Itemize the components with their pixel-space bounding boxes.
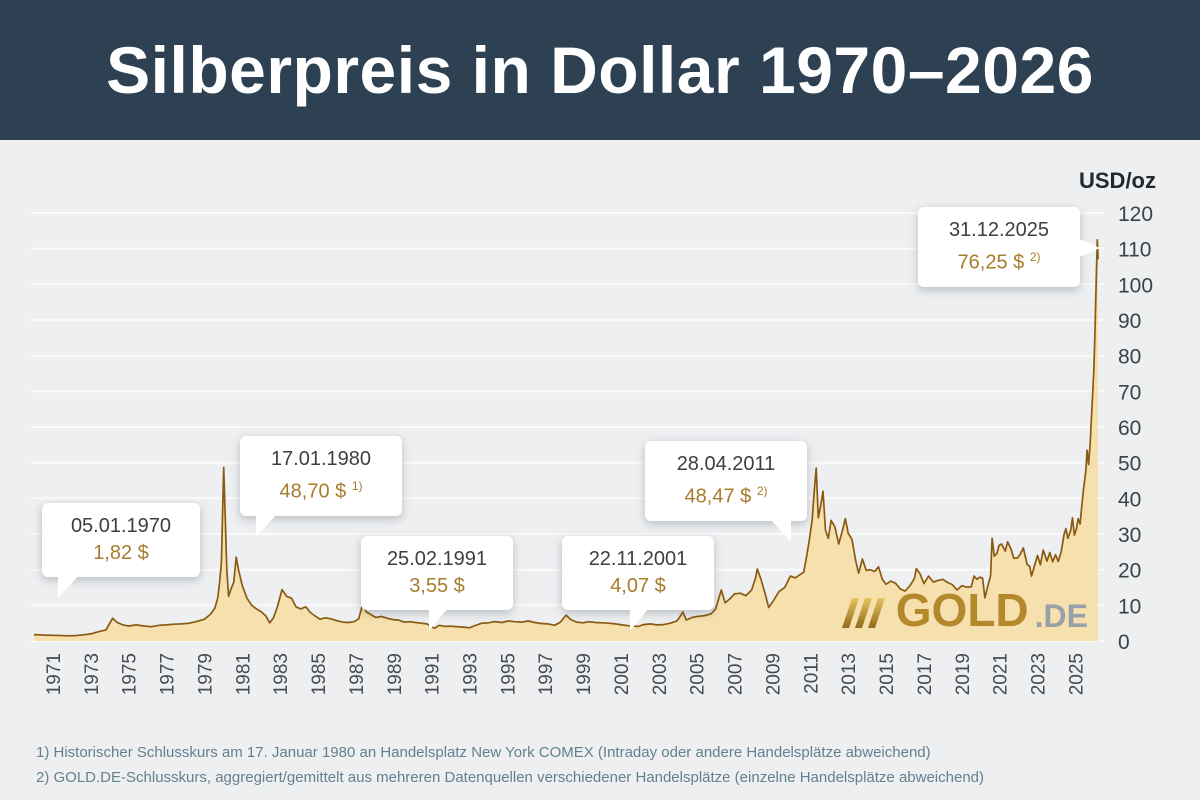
y-axis-unit-label: USD/oz [1079, 168, 1156, 193]
callout-price: 4,07 $ [610, 575, 666, 597]
callout-1980: 17.01.1980 48,70 $ 1) [240, 436, 402, 537]
x-tick-label: 2005 [688, 653, 709, 695]
y-tick-label: 80 [1118, 346, 1141, 369]
callout-date: 17.01.1980 [270, 448, 372, 470]
y-tick-label: 60 [1118, 417, 1141, 440]
callout-price: 76,25 $ 2) [957, 250, 1041, 274]
x-tick-label: 2001 [612, 653, 633, 695]
x-tick-label: 2011 [801, 653, 822, 694]
callout-price: 48,47 $ 2) [684, 484, 768, 508]
footnote-1: 1) Historischer Schlusskurs am 17. Janua… [36, 744, 931, 761]
x-tick-label: 1991 [423, 653, 444, 695]
logo-text-main: GOLD [895, 584, 1029, 636]
price-area [34, 239, 1099, 642]
price-line [33, 238, 1099, 637]
x-tick-label: 1977 [158, 653, 179, 695]
callout-date: 25.02.1991 [386, 548, 488, 570]
callout-date: 31.12.2025 [948, 219, 1050, 241]
x-tick-label: 1981 [233, 653, 254, 695]
x-tick-label: 2007 [726, 653, 747, 695]
x-tick-label: 1979 [195, 653, 216, 695]
x-tick-label: 1975 [120, 653, 141, 695]
y-tick-label: 40 [1118, 488, 1141, 511]
x-tick-label: 1993 [461, 653, 482, 695]
x-tick-label: 1987 [347, 653, 368, 695]
callout-price: 3,55 $ [409, 575, 465, 597]
x-tick-label: 2021 [991, 653, 1012, 695]
footnote-2: 2) GOLD.DE-Schlusskurs, aggregiert/gemit… [36, 769, 985, 786]
y-tick-label: 90 [1118, 310, 1141, 333]
x-tick-label: 1985 [309, 653, 330, 695]
x-tick-label: 2013 [839, 653, 860, 695]
title-banner: Silberpreis in Dollar 1970–2026 [0, 0, 1200, 140]
x-tick-label: 2003 [650, 653, 671, 695]
x-tick-label: 1989 [385, 653, 406, 695]
callout-date: 28.04.2011 [676, 453, 776, 475]
callout-price: 1,82 $ [93, 542, 149, 564]
x-tick-label: 2025 [1066, 653, 1087, 695]
y-tick-label: 10 [1118, 595, 1141, 618]
x-tick-label: 2009 [763, 653, 784, 695]
y-tick-label: 110 [1118, 239, 1151, 262]
x-tick-label: 2019 [953, 653, 974, 695]
y-tick-label: 70 [1118, 381, 1141, 404]
callout-date: 05.01.1970 [70, 515, 172, 537]
y-tick-label: 50 [1118, 453, 1141, 476]
logo-text-suffix: .DE [1034, 597, 1088, 634]
y-tick-label: 20 [1118, 560, 1141, 583]
callout-date: 22.11.2001 [588, 548, 688, 570]
page-title: Silberpreis in Dollar 1970–2026 [106, 33, 1094, 107]
y-tick-label: 120 [1118, 203, 1153, 226]
x-tick-label: 2023 [1029, 653, 1050, 695]
x-tick-label: 2017 [915, 653, 936, 695]
callout-2011: 28.04.2011 48,47 $ 2) [645, 441, 807, 542]
x-tick-label: 1997 [536, 653, 557, 695]
y-tick-label: 0 [1118, 631, 1130, 654]
y-tick-label: 100 [1118, 274, 1153, 297]
callout-2025: 31.12.2025 76,25 $ 2) [918, 207, 1100, 287]
callout-2001: 22.11.2001 4,07 $ [562, 536, 714, 631]
y-tick-label: 30 [1118, 524, 1141, 547]
callout-price: 48,70 $ 1) [279, 479, 363, 503]
x-tick-label: 1999 [574, 653, 595, 695]
x-tick-label: 1971 [44, 653, 65, 695]
x-tick-label: 1995 [498, 653, 519, 695]
gold-bars-icon [841, 597, 885, 628]
chart-section: 0 10 20 30 40 50 60 70 80 90 100 110 120 1971 1973 1975… [0, 140, 1200, 800]
footnotes: 1) Historischer Schlusskurs am 17. Janua… [36, 740, 984, 790]
callout-1970: 05.01.1970 1,82 $ [42, 503, 200, 598]
x-tick-label: 2015 [877, 653, 898, 695]
callout-1991: 25.02.1991 3,55 $ [361, 536, 513, 631]
x-tick-label: 1973 [82, 653, 103, 695]
silver-price-chart: 0 10 20 30 40 50 60 70 80 90 100 110 120 1971 1973 1975… [31, 203, 1153, 695]
gold-de-logo: GOLD .DE [840, 584, 1088, 636]
x-tick-label: 1983 [271, 653, 292, 695]
